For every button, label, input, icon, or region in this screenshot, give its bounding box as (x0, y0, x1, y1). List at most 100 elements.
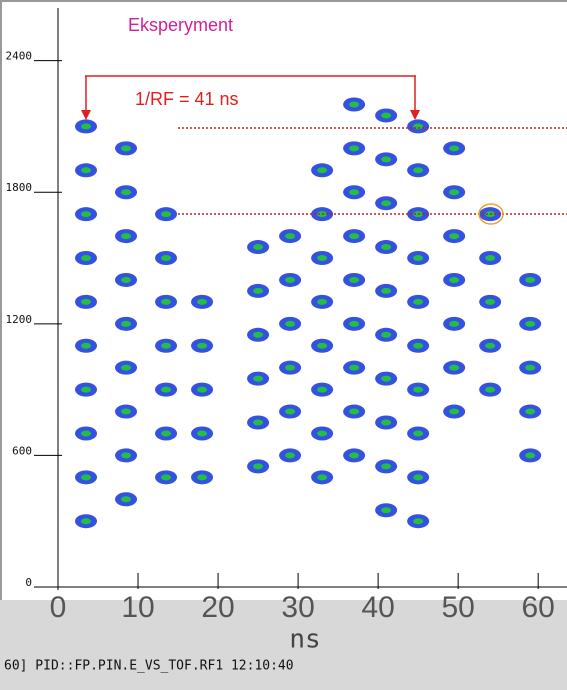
blob-core (349, 320, 360, 327)
blob (115, 185, 138, 200)
blob (519, 404, 542, 419)
blob-core (253, 375, 264, 382)
blob-core (121, 364, 132, 371)
blob-core (413, 430, 424, 437)
blob (75, 163, 98, 178)
blob-core (381, 156, 392, 163)
blob (343, 316, 366, 331)
blob-core (81, 123, 92, 130)
blob (407, 294, 430, 309)
blob-core (525, 364, 536, 371)
blob (279, 360, 302, 375)
blob (247, 415, 270, 430)
y-tick-label: 1800 (6, 181, 33, 194)
y-tick-label: 0 (25, 576, 32, 589)
blob (75, 294, 98, 309)
blob (75, 338, 98, 353)
blob-core (381, 507, 392, 514)
blob (247, 240, 270, 255)
blob (407, 119, 430, 134)
blob (279, 229, 302, 244)
blob (155, 251, 178, 266)
blob-core (381, 200, 392, 207)
blob-core (161, 386, 172, 393)
blob-core (449, 364, 460, 371)
blob (343, 404, 366, 419)
blob (247, 283, 270, 298)
blob (479, 338, 502, 353)
x-tick-label: 60 (522, 591, 555, 624)
blob-core (317, 342, 328, 349)
blob-core (161, 298, 172, 305)
blob-core (381, 287, 392, 294)
blob (115, 272, 138, 287)
blob (343, 360, 366, 375)
blob-core (449, 320, 460, 327)
blob-core (121, 452, 132, 459)
blob (519, 272, 542, 287)
blob (479, 251, 502, 266)
blob-core (381, 112, 392, 119)
blob (443, 360, 466, 375)
blob (115, 141, 138, 156)
blob-core (413, 255, 424, 262)
blob (279, 404, 302, 419)
blob-core (253, 419, 264, 426)
blob (115, 316, 138, 331)
blob-core (349, 233, 360, 240)
blob (375, 327, 398, 342)
blob (407, 514, 430, 529)
blob (115, 360, 138, 375)
blob-core (285, 276, 296, 283)
highlight-circle (478, 203, 504, 225)
blob (311, 294, 334, 309)
blob-core (485, 298, 496, 305)
blob (279, 272, 302, 287)
blob (75, 514, 98, 529)
blob-core (253, 287, 264, 294)
blob-core (81, 386, 92, 393)
blob-core (121, 233, 132, 240)
blob-core (449, 233, 460, 240)
x-tick-label: 10 (121, 591, 154, 624)
blob-core (121, 189, 132, 196)
blob (343, 229, 366, 244)
blob-core (449, 189, 460, 196)
blob (311, 382, 334, 397)
y-tick-label: 600 (12, 444, 32, 457)
blob-core (349, 189, 360, 196)
blob (343, 272, 366, 287)
blob (155, 426, 178, 441)
blob-core (285, 452, 296, 459)
blob (443, 141, 466, 156)
blob (343, 185, 366, 200)
blob-core (317, 298, 328, 305)
blob-core (197, 386, 208, 393)
blob-core (413, 342, 424, 349)
blob (375, 108, 398, 123)
blob (519, 448, 542, 463)
blob (407, 382, 430, 397)
blob (407, 251, 430, 266)
blob-core (81, 430, 92, 437)
blob-core (121, 145, 132, 152)
blob-core (525, 452, 536, 459)
blob-core (381, 463, 392, 470)
blob (375, 283, 398, 298)
blob (155, 382, 178, 397)
blob (155, 294, 178, 309)
blob (375, 371, 398, 386)
blob-core (161, 255, 172, 262)
blob (407, 470, 430, 485)
blob (191, 338, 214, 353)
blob (407, 163, 430, 178)
blob (479, 294, 502, 309)
blob (155, 338, 178, 353)
blob-core (285, 364, 296, 371)
blob-core (197, 474, 208, 481)
blob (247, 327, 270, 342)
blob-core (317, 430, 328, 437)
blob (191, 470, 214, 485)
blob-core (197, 342, 208, 349)
